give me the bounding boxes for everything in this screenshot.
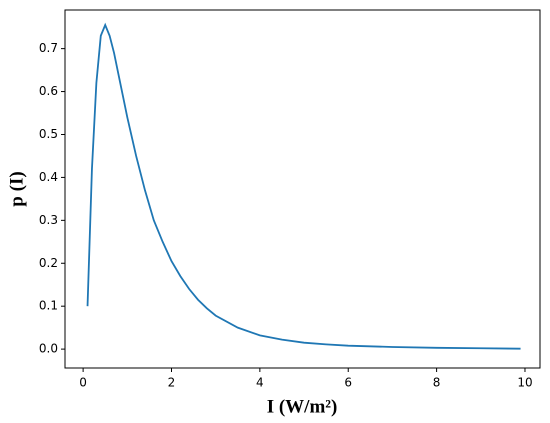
- x-axis-label: I (W/m²): [267, 396, 338, 417]
- y-axis-label: p (I): [6, 171, 27, 206]
- x-tick-label: 4: [256, 376, 264, 390]
- line-series: [86, 22, 521, 350]
- x-tick-label: 10: [517, 376, 532, 390]
- y-tick-label: 0.4: [39, 170, 58, 184]
- plot-frame: [64, 9, 541, 369]
- y-tick-label: 0.2: [39, 256, 58, 270]
- y-tick-label: 0.6: [39, 84, 58, 98]
- x-tick-label: 0: [79, 376, 87, 390]
- y-tick-label: 0.0: [39, 342, 58, 356]
- x-tick-label: 8: [433, 376, 441, 390]
- x-tick-label: 2: [168, 376, 176, 390]
- x-tick-label: 6: [344, 376, 352, 390]
- y-tick-label: 0.3: [39, 213, 58, 227]
- y-tick-label: 0.1: [39, 299, 58, 313]
- y-tick-label: 0.5: [39, 127, 58, 141]
- y-tick-label: 0.7: [39, 41, 58, 55]
